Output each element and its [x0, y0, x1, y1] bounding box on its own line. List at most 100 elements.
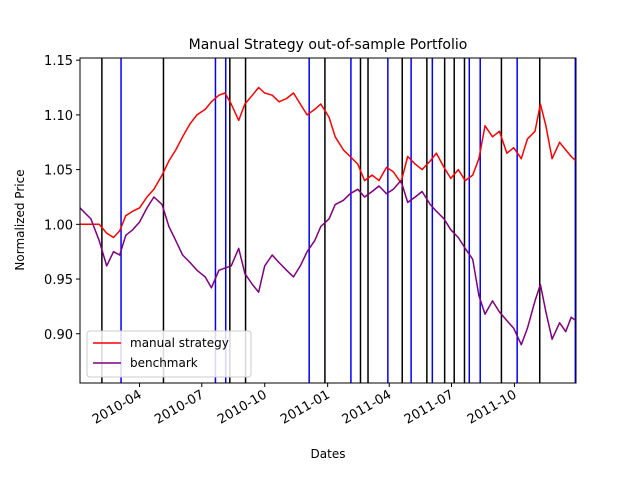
benchmark-point-65 [539, 283, 542, 286]
benchmark-point-26 [264, 265, 266, 267]
legend-box [86, 330, 252, 378]
benchmark-point-11 [161, 204, 163, 206]
benchmark-point-61 [513, 327, 515, 329]
benchmark-point-33 [314, 240, 316, 242]
benchmark-point-51 [443, 218, 445, 220]
manual-strategy-point-2 [98, 223, 100, 225]
manual-strategy-point-46 [407, 155, 409, 158]
benchmark-point-22 [238, 247, 240, 249]
manual-strategy-point-25 [258, 86, 260, 89]
benchmark-point-35 [328, 218, 330, 220]
benchmark-point-63 [526, 327, 529, 329]
manual-strategy-point-9 [146, 196, 148, 198]
signal-lines [101, 58, 576, 383]
benchmark-point-58 [491, 300, 494, 302]
benchmark-point-3 [106, 265, 108, 267]
series-line-benchmark [80, 179, 576, 346]
manual-strategy-point-31 [299, 103, 301, 105]
manual-strategy-point-60 [506, 152, 508, 154]
benchmark-point-6 [125, 234, 127, 236]
benchmark-point-4 [112, 251, 115, 253]
benchmark-point-7 [132, 229, 134, 231]
y-tick-label-5: 1.15 [44, 54, 73, 69]
manual-strategy-point-26 [264, 92, 266, 94]
manual-strategy-point-3 [106, 232, 108, 234]
manual-strategy-point-38 [349, 155, 351, 158]
benchmark-point-16 [196, 269, 198, 271]
y-tick-label-1: 0.95 [44, 273, 73, 288]
benchmark-point-12 [168, 225, 170, 228]
y-axis: 0.90 0.95 1.00 1.05 1.10 1.15 [44, 54, 80, 343]
manual-strategy-point-70 [570, 155, 572, 158]
manual-strategy-point-48 [421, 169, 423, 171]
manual-strategy-point-23 [244, 103, 246, 105]
benchmark-point-46 [407, 201, 409, 203]
benchmark-point-24 [251, 283, 253, 286]
legend-label-benchmark: benchmark [130, 356, 198, 370]
y-tick-label-3: 1.05 [44, 164, 73, 179]
benchmark-point-8 [138, 221, 141, 223]
benchmark-point-49 [429, 204, 431, 206]
manual-strategy-point-13 [175, 149, 177, 151]
chart-title: Manual Strategy out-of-sample Portfolio [189, 37, 468, 53]
benchmark-point-50 [435, 210, 437, 212]
manual-strategy-point-16 [196, 114, 198, 116]
manual-strategy-point-57 [484, 125, 486, 127]
manual-strategy-point-61 [513, 147, 515, 149]
benchmark-point-68 [559, 322, 561, 324]
series-lines [80, 86, 576, 346]
benchmark-point-45 [400, 180, 402, 182]
y-axis-label: Normalized Price [13, 169, 27, 270]
manual-strategy-point-17 [204, 108, 206, 110]
manual-strategy-point-59 [498, 130, 500, 132]
manual-strategy-point-62 [520, 158, 522, 160]
benchmark-point-41 [371, 190, 373, 193]
benchmark-point-10 [153, 196, 155, 198]
manual-strategy-point-50 [435, 152, 437, 154]
manual-strategy-point-47 [414, 163, 416, 165]
manual-strategy-point-53 [457, 169, 459, 171]
manual-strategy-point-12 [168, 160, 170, 162]
manual-strategy-point-14 [182, 136, 184, 138]
manual-strategy-point-35 [328, 116, 330, 118]
manual-strategy-point-4 [112, 236, 115, 239]
manual-strategy-point-43 [385, 166, 388, 168]
benchmark-point-36 [334, 204, 336, 206]
x-axis-label: Dates [311, 447, 346, 461]
benchmark-point-21 [230, 265, 232, 267]
benchmark-point-5 [119, 254, 121, 256]
legend-label-manual-strategy: manual strategy [130, 336, 229, 350]
benchmark-point-28 [278, 262, 280, 264]
benchmark-point-18 [210, 287, 212, 289]
manual-strategy-point-64 [534, 130, 536, 132]
manual-strategy-point-1 [90, 223, 92, 225]
y-tick-label-2: 1.00 [44, 218, 73, 233]
benchmark-point-70 [570, 316, 572, 318]
manual-strategy-point-52 [450, 177, 452, 179]
benchmark-point-38 [349, 193, 351, 195]
benchmark-point-53 [457, 236, 459, 239]
benchmark-point-43 [385, 193, 388, 195]
manual-strategy-point-68 [559, 141, 561, 143]
manual-strategy-point-41 [371, 174, 373, 176]
benchmark-point-48 [421, 190, 423, 193]
manual-strategy-point-37 [342, 149, 344, 151]
benchmark-point-32 [306, 251, 308, 253]
benchmark-point-20 [224, 267, 226, 269]
benchmark-point-42 [378, 185, 380, 187]
benchmark-point-13 [175, 240, 177, 242]
benchmark-point-44 [392, 188, 394, 190]
manual-strategy-point-34 [320, 103, 322, 105]
benchmark-point-2 [98, 240, 100, 242]
legend: manual strategy benchmark [86, 330, 252, 378]
benchmark-point-69 [565, 331, 567, 333]
benchmark-point-23 [244, 273, 246, 275]
benchmark-point-1 [90, 218, 92, 220]
manual-strategy-point-11 [161, 174, 163, 176]
benchmark-point-34 [320, 225, 322, 228]
manual-strategy-point-51 [443, 166, 445, 168]
manual-strategy-point-58 [491, 136, 494, 138]
manual-strategy-point-67 [551, 158, 553, 160]
benchmark-point-66 [545, 311, 547, 313]
